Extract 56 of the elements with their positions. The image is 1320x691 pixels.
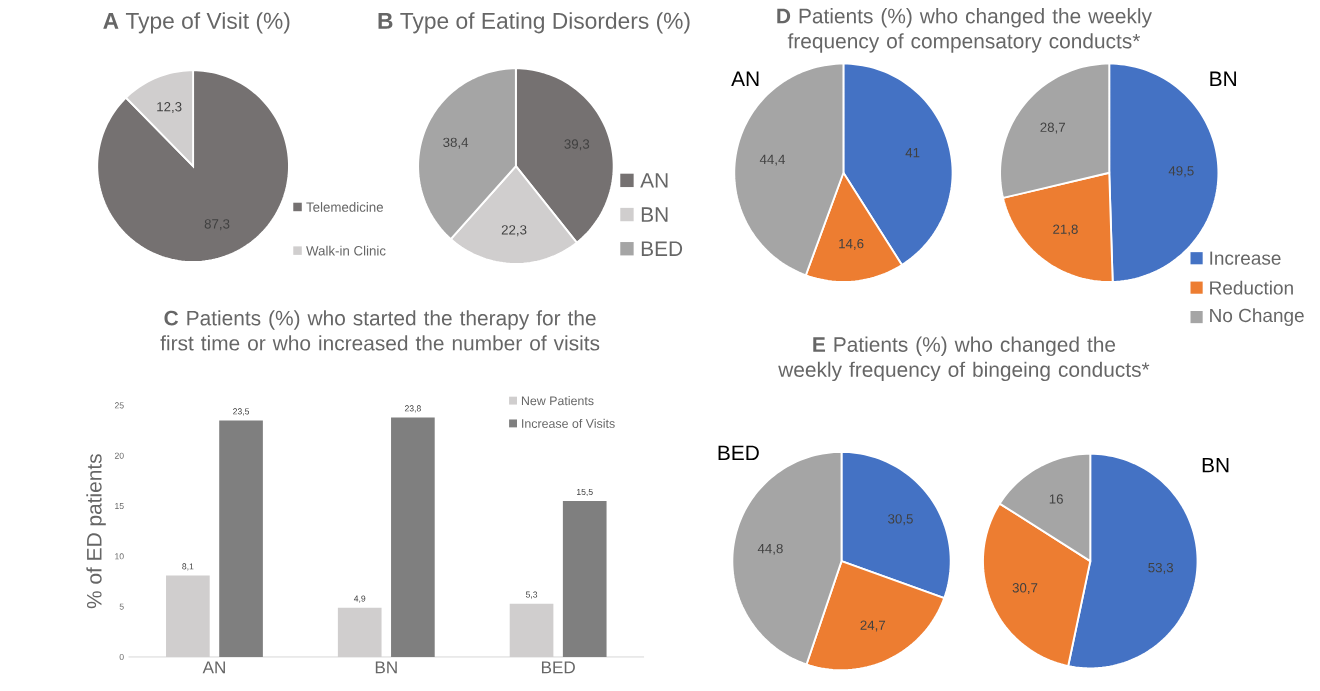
data-label: 21,8 (1053, 224, 1078, 236)
legend-label: Walk-in Clinic (306, 245, 386, 256)
y-tick-label: 20 (114, 452, 124, 459)
x-tick-label: AN (202, 661, 225, 674)
y-tick-label: 0 (119, 653, 124, 660)
data-label: 12,3 (157, 102, 182, 113)
bar (219, 420, 263, 657)
data-label: 24,7 (860, 620, 886, 632)
data-label: 53,3 (1148, 562, 1174, 574)
chart-title: E Patients (%) who changed the weekly frequency of bingeing conducts* (778, 336, 1150, 382)
bar (562, 500, 607, 657)
y-tick-label: 25 (114, 402, 124, 409)
y-axis-title: % of ED patients (86, 454, 106, 609)
legend-label: Increase (1210, 251, 1281, 265)
x-tick-label: BED (541, 661, 575, 674)
data-label: 23,5 (233, 408, 250, 416)
data-label: 16 (1049, 494, 1063, 504)
data-label: 49,5 (1168, 166, 1194, 178)
legend-label: Increase of Visits (522, 418, 615, 428)
data-label: 23,8 (404, 405, 421, 413)
legend-label: AN (640, 173, 668, 188)
chart-subtitle: AN (731, 71, 759, 86)
legend-label: No Change (1210, 308, 1304, 326)
data-label: 41 (905, 148, 920, 158)
data-label: 30,7 (1012, 583, 1038, 595)
chart-subtitle: BN (1202, 457, 1229, 473)
x-tick-label: BN (375, 661, 397, 674)
legend-label: BED (641, 241, 683, 256)
data-label: 30,5 (888, 514, 913, 526)
data-label: 44,4 (759, 154, 786, 166)
legend-label: Telemedicine (306, 202, 383, 212)
bar (509, 603, 554, 657)
legend-label: Reduction (1210, 280, 1293, 295)
y-tick-label: 5 (119, 603, 124, 610)
bar (337, 607, 382, 657)
data-label: 14,6 (839, 238, 864, 250)
data-label: 28,7 (1040, 122, 1065, 134)
data-label: 22,3 (501, 225, 527, 237)
data-label: 5,3 (525, 591, 538, 599)
chart-subtitle: BN (1210, 71, 1236, 86)
chart-title: D Patients (%) who changed the weekly frequency of compensatory conducts* (777, 8, 1152, 53)
chart-title: B Type of Eating Disorders (%) (378, 12, 690, 34)
data-label: 4,9 (353, 595, 366, 603)
bar (391, 417, 435, 657)
data-label: 38,4 (443, 137, 469, 149)
legend-label: BN (641, 207, 668, 222)
bar (166, 575, 210, 657)
legend-label: New Patients (521, 396, 594, 406)
data-label: 44,8 (757, 543, 783, 555)
y-tick-label: 15 (115, 502, 124, 509)
data-label: 15,5 (576, 488, 593, 496)
data-label: 8,1 (182, 563, 194, 571)
chart-title: C Patients (%) who started the therapy for the first time or who increased the number of visits (160, 310, 600, 351)
chart-title: A Type of Visit (%) (103, 12, 290, 34)
y-tick-label: 10 (115, 553, 124, 560)
chart-subtitle: BED (718, 445, 759, 460)
